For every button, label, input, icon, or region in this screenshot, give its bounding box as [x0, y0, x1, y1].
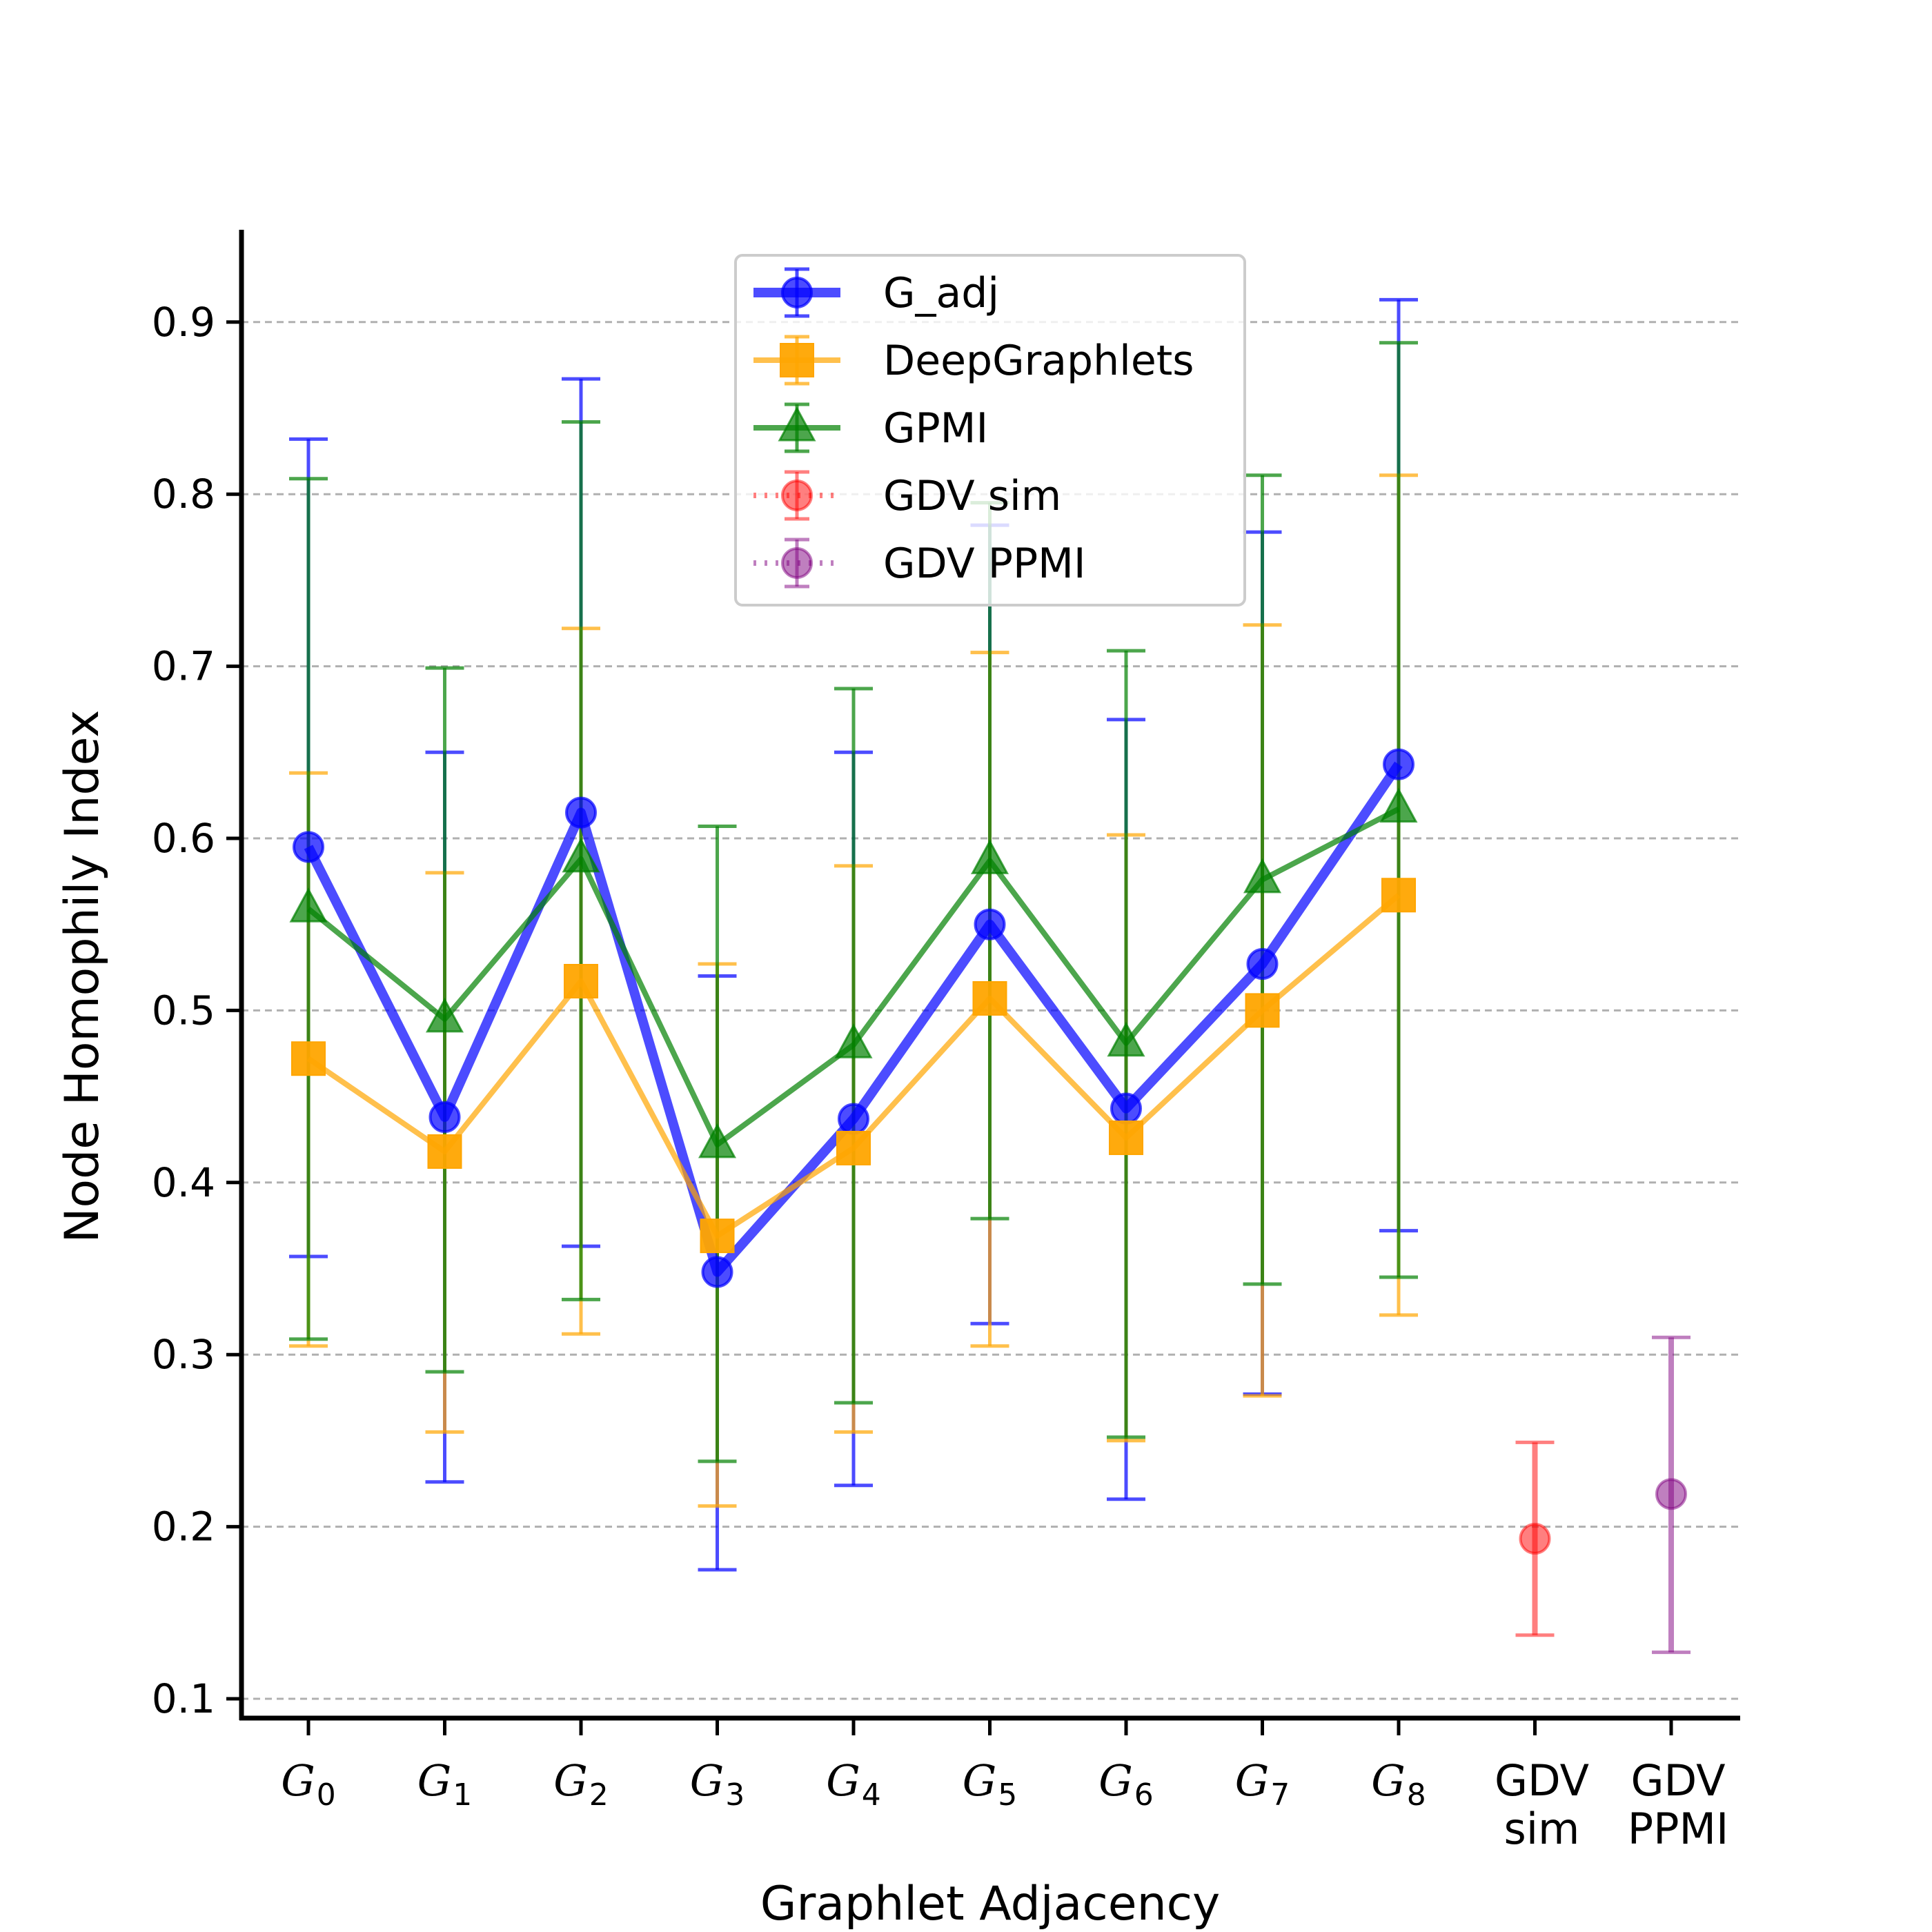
data-point: [838, 1103, 869, 1135]
y-tick-label: 0.2: [152, 1504, 215, 1550]
x-tick-label: G6: [1098, 1755, 1154, 1813]
data-point: [972, 980, 1007, 1016]
data-point: [700, 1219, 735, 1254]
data-point: [291, 1041, 326, 1076]
x-tick-label: GDV: [1630, 1755, 1725, 1806]
data-point: [293, 831, 324, 863]
y-tick-label: 0.1: [152, 1675, 215, 1722]
y-tick-label: 0.5: [152, 987, 215, 1034]
legend-label: GDV PPMI: [883, 540, 1086, 588]
data-point: [1246, 948, 1279, 980]
data-point: [427, 1134, 462, 1169]
data-point: [701, 1256, 733, 1288]
tick-layer: 0.1 0.2 0.3 0.4 0.5 0.6 0.7 0.8 0.9 G0 G1 G2 G3 G4 G5 G…: [152, 299, 1729, 1854]
data-point: [1110, 1092, 1142, 1125]
grid-layer: [241, 321, 1740, 1700]
data-point: [1379, 787, 1418, 823]
data-point: [428, 1101, 461, 1134]
y-tick-label: 0.8: [152, 471, 215, 518]
data-point: [970, 839, 1009, 874]
legend-label: GPMI: [883, 404, 988, 453]
legend-marker: [778, 406, 816, 442]
legend-label: DeepGraphlets: [883, 337, 1194, 385]
legend: G_adj DeepGraphlets GPMI GDV sim GDV PPMI: [734, 254, 1246, 607]
legend-marker: [781, 277, 813, 308]
x-tick-label: sim: [1504, 1804, 1580, 1854]
axis-layer: [239, 230, 1740, 1721]
x-tick-label: G0: [281, 1755, 336, 1813]
legend-marker: [780, 343, 814, 377]
data-point: [1655, 1478, 1687, 1510]
x-tick-label: G7: [1235, 1755, 1290, 1813]
x-tick-label: G4: [826, 1755, 881, 1813]
data-point: [1381, 878, 1416, 913]
legend-label: G_adj: [883, 269, 999, 317]
data-point: [289, 887, 328, 923]
x-axis-title: Graphlet Adjacency: [760, 1877, 1221, 1931]
legend-marker: [781, 480, 813, 511]
y-tick-label: 0.6: [152, 815, 215, 862]
data-point: [425, 997, 464, 1033]
x-tick-label: G2: [553, 1755, 609, 1813]
data-point: [834, 1023, 873, 1058]
data-point: [565, 796, 597, 829]
data-point: [1519, 1523, 1551, 1555]
x-tick-label: G5: [963, 1755, 1018, 1813]
y-tick-label: 0.3: [152, 1331, 215, 1378]
x-tick-label: G8: [1371, 1755, 1426, 1813]
data-point: [1107, 1021, 1145, 1057]
x-tick-label: G1: [417, 1755, 473, 1813]
data-point: [1383, 748, 1414, 780]
data-point: [698, 1123, 737, 1159]
data-point: [836, 1130, 871, 1165]
legend-marker: [781, 547, 813, 579]
x-tick-label: G3: [690, 1755, 745, 1813]
x-tick-label: GDV: [1495, 1755, 1589, 1806]
marker-layer: [289, 748, 1687, 1555]
y-tick-label: 0.4: [152, 1159, 215, 1206]
legend-frame: [734, 254, 1246, 607]
data-point: [1243, 858, 1282, 894]
y-tick-label: 0.7: [152, 643, 215, 690]
y-tick-label: 0.9: [152, 299, 215, 346]
data-point: [1109, 1120, 1143, 1155]
y-axis-title: Node Homophily Index: [55, 710, 110, 1243]
data-point: [1245, 993, 1280, 1028]
data-point: [974, 908, 1006, 940]
legend-label: GDV sim: [883, 472, 1061, 520]
x-tick-label: PPMI: [1628, 1804, 1729, 1854]
data-point: [564, 964, 598, 999]
data-point: [562, 837, 600, 873]
